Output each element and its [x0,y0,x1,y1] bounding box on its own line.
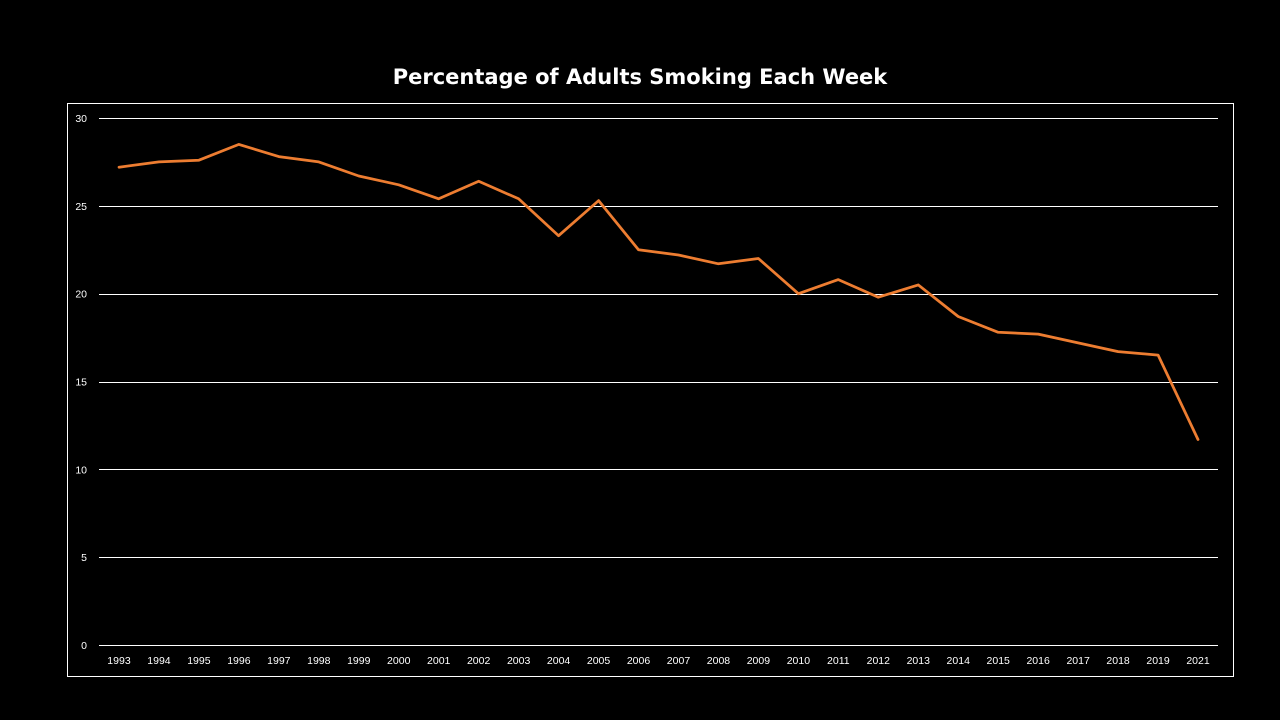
series-line [117,143,1200,441]
chart-border [67,103,1234,677]
y-tick-label: 10 [75,464,87,476]
x-tick-label: 2005 [587,655,611,667]
x-tick-label: 2004 [547,655,571,667]
x-tick-label: 2003 [507,655,531,667]
y-axis-ticks: 0 5 10 15 20 25 30 [75,113,87,652]
x-tick-label: 1999 [347,655,371,667]
x-axis-ticks: 1993 1994 1995 1996 1997 1998 1999 2000 2001 2002… [107,655,1210,667]
x-tick-label: 2021 [1186,655,1210,667]
gridlines [99,118,1218,646]
x-tick-label: 2001 [427,655,451,667]
x-tick-label: 1998 [307,655,331,667]
x-tick-label: 1994 [147,655,171,667]
y-tick-label: 5 [81,552,87,564]
y-tick-label: 20 [75,289,87,301]
x-tick-label: 2006 [627,655,651,667]
chart-title: Percentage of Adults Smoking Each Week [392,65,888,89]
x-tick-label: 2011 [827,655,850,667]
x-tick-label: 2016 [1026,655,1050,667]
y-tick-label: 15 [75,377,87,389]
x-tick-label: 1997 [267,655,291,667]
x-tick-label: 2010 [787,655,811,667]
x-tick-label: 2014 [947,655,971,667]
x-tick-label: 2017 [1066,655,1090,667]
y-tick-label: 30 [75,113,87,125]
x-tick-label: 2007 [667,655,691,667]
x-tick-label: 2012 [867,655,891,667]
x-tick-label: 2008 [707,655,731,667]
x-tick-label: 1993 [107,655,131,667]
x-tick-label: 1995 [187,655,211,667]
y-tick-label: 25 [75,201,87,213]
x-tick-label: 2018 [1106,655,1130,667]
y-tick-label: 0 [81,640,87,652]
x-tick-label: 2015 [987,655,1011,667]
series-layer [117,143,1200,441]
x-tick-label: 2009 [747,655,771,667]
x-tick-label: 2002 [467,655,491,667]
x-tick-label: 2013 [907,655,931,667]
x-tick-label: 1996 [227,655,251,667]
x-tick-label: 2000 [387,655,411,667]
x-tick-label: 2019 [1146,655,1170,667]
